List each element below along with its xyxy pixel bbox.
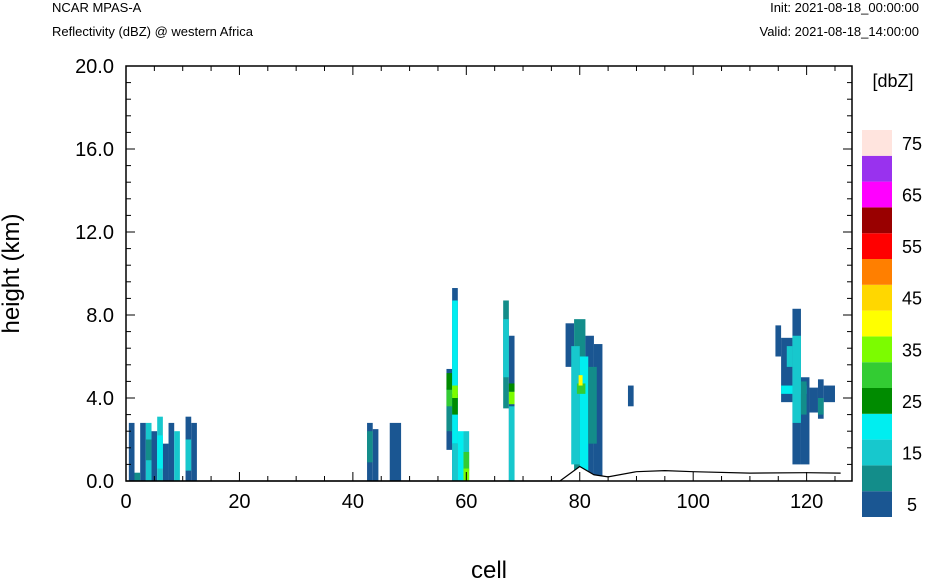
reflectivity-cell <box>151 431 158 481</box>
colorbar-swatch <box>862 413 892 440</box>
reflectivity-cell <box>576 383 586 394</box>
x-tick-label: 20 <box>228 491 250 513</box>
colorbar-swatch <box>862 362 892 388</box>
reflectivity-cell <box>786 346 793 367</box>
x-tick-label: 60 <box>455 491 477 513</box>
reflectivity-cell <box>174 431 180 481</box>
colorbar-swatch <box>862 155 892 182</box>
reflectivity-cell <box>627 385 634 407</box>
reflectivity-cell <box>508 391 515 405</box>
y-axis: 0.0 4.0 8.0 12.0 16.0 20.0 <box>75 56 852 493</box>
x-tick-label: 120 <box>790 491 823 513</box>
reflectivity-cell <box>503 319 509 378</box>
reflectivity-cell <box>508 383 515 392</box>
x-tick-label: 100 <box>677 491 710 513</box>
colorbar-label: 15 <box>902 444 922 464</box>
model-title: NCAR MPAS-A <box>52 0 142 15</box>
reflectivity-cell <box>162 443 169 481</box>
reflectivity-cell <box>452 393 458 415</box>
colorbar-swatch <box>862 310 892 337</box>
reflectivity-cell <box>775 325 782 357</box>
reflectivity-cell <box>140 422 146 481</box>
terrain-line <box>126 465 841 482</box>
colorbar-label: 35 <box>902 340 922 360</box>
colorbar-swatch <box>862 336 892 363</box>
reflectivity-cell <box>565 323 575 367</box>
plot-area <box>128 288 835 481</box>
colorbar-label: 45 <box>902 289 922 309</box>
reflectivity-cell <box>145 439 152 461</box>
colorbar-swatch <box>862 388 892 414</box>
reflectivity-cell <box>817 398 824 415</box>
x-axis-title: cell <box>471 557 507 580</box>
reflectivity-cell <box>781 337 793 403</box>
reflectivity-cell <box>452 385 458 398</box>
y-tick-label: 4.0 <box>86 388 114 410</box>
reflectivity-cell <box>446 373 453 390</box>
x-tick-label: 40 <box>342 491 364 513</box>
reflectivity-cell <box>452 300 458 444</box>
reflectivity-cell <box>800 377 810 465</box>
reflectivity-cell <box>593 344 603 481</box>
y-tick-label: 0.0 <box>86 471 114 493</box>
terrain-fill <box>126 466 841 481</box>
x-tick-label: 0 <box>120 491 131 513</box>
reflectivity-cell <box>168 422 175 481</box>
colorbar-label: 25 <box>902 392 922 412</box>
reflectivity-cell <box>457 431 464 481</box>
reflectivity-cell <box>579 356 589 471</box>
colorbar-swatch <box>862 439 892 466</box>
reflectivity-cell <box>809 387 818 413</box>
reflectivity-cell <box>792 335 801 423</box>
y-axis-title: height (km) <box>0 213 25 333</box>
x-axis: 0 20 40 60 80 100 120 <box>120 66 836 513</box>
reflectivity-cell <box>446 387 453 432</box>
plot-frame <box>125 65 853 482</box>
colorbar-label: 55 <box>902 237 922 257</box>
reflectivity-cell <box>578 375 583 386</box>
init-time: Init: 2021-08-18_00:00:00 <box>770 0 919 15</box>
y-tick-label: 12.0 <box>75 222 114 244</box>
reflectivity-cell <box>823 385 835 403</box>
colorbar-swatch <box>862 259 892 285</box>
reflectivity-cell <box>571 346 580 465</box>
reflectivity-cell <box>367 431 373 463</box>
colorbar-swatch <box>862 130 892 156</box>
y-tick-label: 16.0 <box>75 139 114 161</box>
reflectivity-cell <box>800 381 807 415</box>
colorbar-swatch <box>862 284 892 311</box>
colorbar-label: 65 <box>902 186 922 206</box>
reflectivity-cell <box>508 406 515 481</box>
colorbar-label: 75 <box>902 134 922 154</box>
colorbar-title: [dbZ] <box>872 71 913 91</box>
field-title: Reflectivity (dBZ) @ western Africa <box>52 24 254 39</box>
y-tick-label: 8.0 <box>86 305 114 327</box>
reflectivity-cell <box>134 472 141 481</box>
colorbar-swatch <box>862 207 892 234</box>
reflectivity-cell <box>191 422 197 481</box>
terrain-layer <box>126 465 841 482</box>
colorbar-label: 5 <box>907 495 917 515</box>
colorbar-swatch <box>862 233 892 259</box>
reflectivity-cell <box>185 439 192 471</box>
colorbar-swatch <box>862 465 892 492</box>
reflectivity-cell <box>157 435 163 469</box>
reflectivity-cell <box>588 366 597 444</box>
reflectivity-cell <box>389 422 402 481</box>
x-tick-label: 80 <box>569 491 591 513</box>
valid-time: Valid: 2021-08-18_14:00:00 <box>759 24 920 39</box>
reflectivity-cell <box>463 451 470 471</box>
reflectivity-cell <box>446 389 453 407</box>
colorbar-swatch <box>862 181 892 208</box>
reflectivity-cell <box>452 443 458 481</box>
colorbar: 5 15 25 35 45 55 65 75 <box>862 130 922 517</box>
reflectivity-cell <box>128 422 135 481</box>
reflectivity-cell <box>372 429 379 481</box>
y-tick-label: 20.0 <box>75 56 114 78</box>
colorbar-swatch <box>862 491 892 517</box>
